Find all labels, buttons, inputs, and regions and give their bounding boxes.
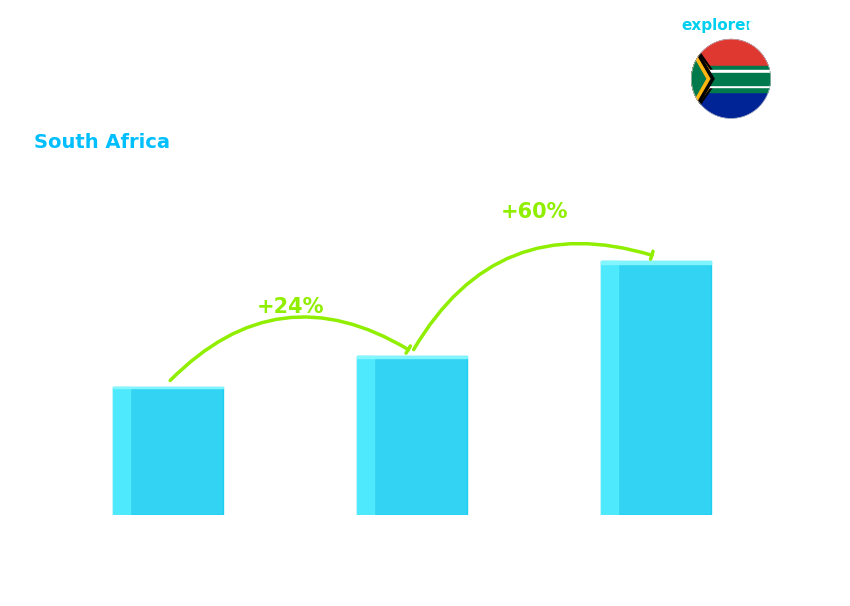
Text: Average Monthly Salary: Average Monthly Salary [814, 285, 824, 418]
Bar [113, 387, 224, 515]
Text: .com: .com [743, 18, 784, 33]
Bar [357, 356, 468, 515]
Text: 57,500 ZAR: 57,500 ZAR [100, 368, 198, 384]
Text: South Africa: South Africa [34, 133, 170, 152]
Text: 114,000 ZAR: 114,000 ZAR [588, 243, 697, 258]
Text: explorer: explorer [682, 18, 754, 33]
Bar [113, 387, 224, 515]
Polygon shape [688, 36, 718, 121]
Bar [688, 85, 774, 87]
Polygon shape [688, 49, 705, 108]
Bar [601, 261, 711, 264]
Bar [688, 70, 774, 73]
Bar [601, 261, 711, 515]
Text: Salary Comparison By Education: Salary Comparison By Education [34, 30, 591, 59]
Bar [688, 73, 774, 85]
Text: Pharmaceutical Manufacturing Lead: Pharmaceutical Manufacturing Lead [34, 85, 459, 105]
Bar [113, 387, 224, 388]
Bar [688, 36, 774, 79]
Bar [357, 356, 468, 515]
Text: +24%: +24% [257, 298, 324, 318]
Polygon shape [688, 36, 714, 121]
Text: salary: salary [612, 18, 665, 33]
Bar [601, 261, 711, 515]
Bar [113, 387, 130, 515]
Text: 71,200 ZAR: 71,200 ZAR [344, 338, 442, 353]
Bar [688, 66, 774, 92]
Bar [357, 356, 468, 358]
Polygon shape [688, 42, 710, 115]
Bar [357, 356, 374, 515]
Text: +60%: +60% [501, 202, 568, 222]
Bar [601, 261, 618, 515]
Polygon shape [688, 41, 716, 117]
